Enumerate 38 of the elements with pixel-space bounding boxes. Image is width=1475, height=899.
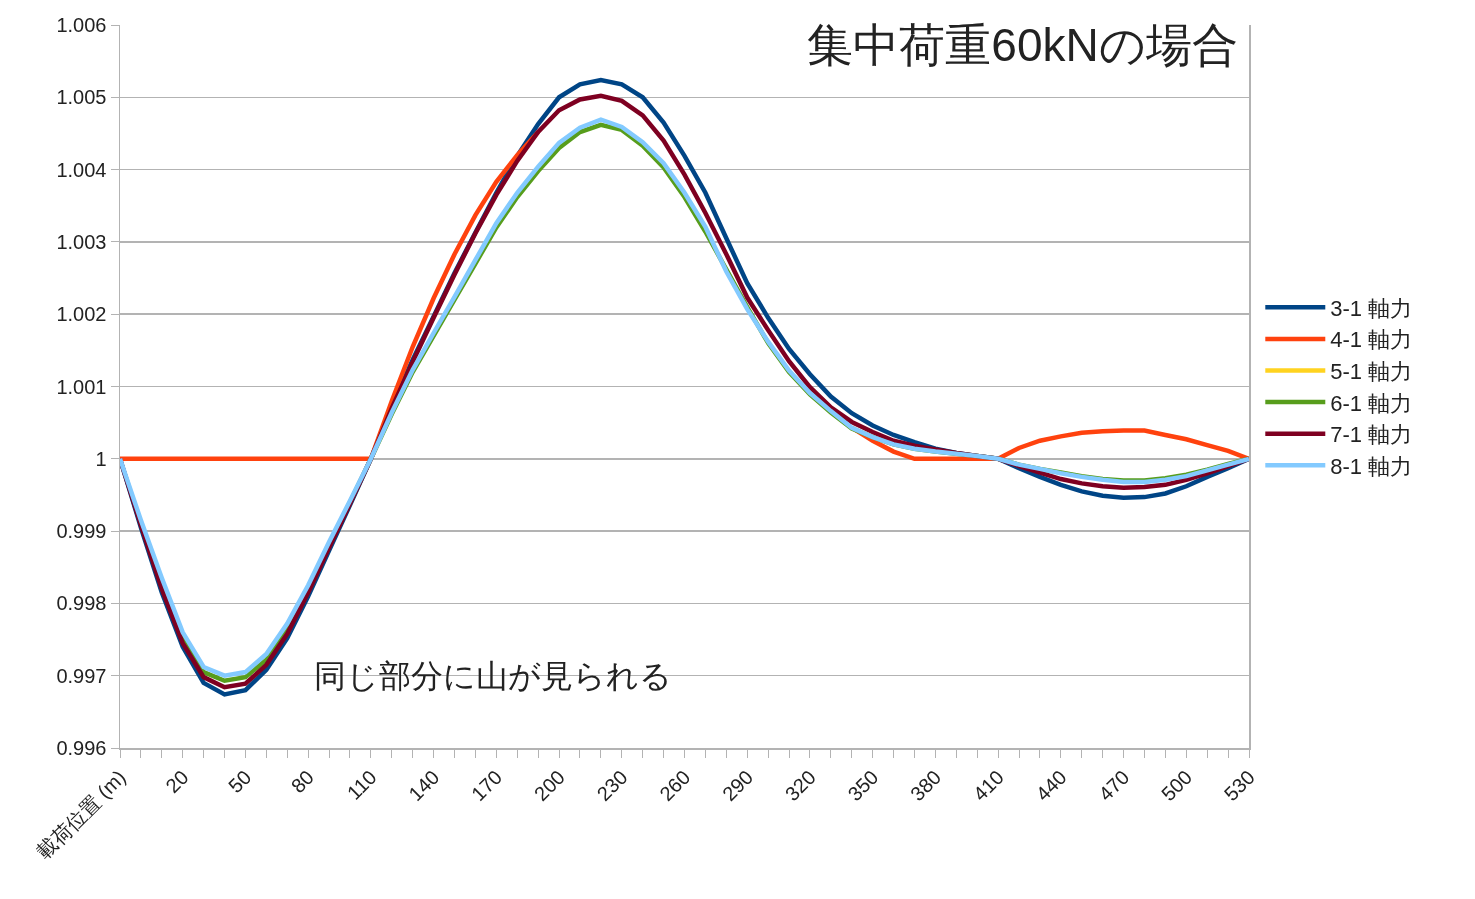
x-tick-label: 500 <box>1157 765 1197 805</box>
y-tick-label: 1.001 <box>56 375 107 398</box>
y-tick-label: 0.997 <box>56 664 107 687</box>
x-tick-label: 230 <box>592 765 632 805</box>
legend-label: 3-1 軸力 <box>1330 295 1413 321</box>
y-tick-label: 0.996 <box>56 737 107 759</box>
legend-label: 5-1 軸力 <box>1330 359 1413 385</box>
y-tick-label: 1.002 <box>56 303 107 326</box>
legend-label: 8-1 軸力 <box>1330 453 1413 479</box>
x-tick-label: 50 <box>224 765 256 798</box>
annotation: 同じ部分に山が見られる <box>314 658 672 694</box>
x-tick-label: 260 <box>655 765 695 805</box>
x-tick-label: 110 <box>342 765 381 804</box>
chart-title: 集中荷重60kNの場合 <box>807 18 1238 71</box>
x-tick-label: 290 <box>717 765 758 805</box>
x-tick-label: 載荷位置 (m) <box>32 765 130 864</box>
x-tick-label: 320 <box>780 765 820 805</box>
x-tick-label: 410 <box>968 765 1009 805</box>
y-tick-label: 1.003 <box>56 230 107 253</box>
y-tick-label: 0.999 <box>56 520 107 543</box>
y-tick-label: 1.005 <box>56 86 107 109</box>
x-tick-label: 20 <box>161 765 193 798</box>
legend-label: 4-1 軸力 <box>1330 327 1413 353</box>
x-tick-label: 350 <box>843 765 883 805</box>
x-tick-label: 80 <box>286 765 319 798</box>
x-tick-label: 170 <box>467 765 507 805</box>
y-tick-label: 1 <box>95 447 107 470</box>
y-tick-label: 1.004 <box>56 158 107 181</box>
x-tick-label: 530 <box>1219 765 1259 805</box>
x-tick-label: 140 <box>404 765 444 805</box>
legend-label: 6-1 軸力 <box>1330 390 1413 416</box>
x-tick-label: 380 <box>906 765 946 805</box>
legend-label: 7-1 軸力 <box>1330 422 1413 448</box>
y-tick-label: 0.998 <box>56 592 107 615</box>
x-tick-label: 470 <box>1094 765 1134 805</box>
x-tick-label: 440 <box>1031 765 1071 805</box>
y-tick-label: 1.006 <box>56 14 107 36</box>
x-tick-label: 200 <box>529 765 569 805</box>
